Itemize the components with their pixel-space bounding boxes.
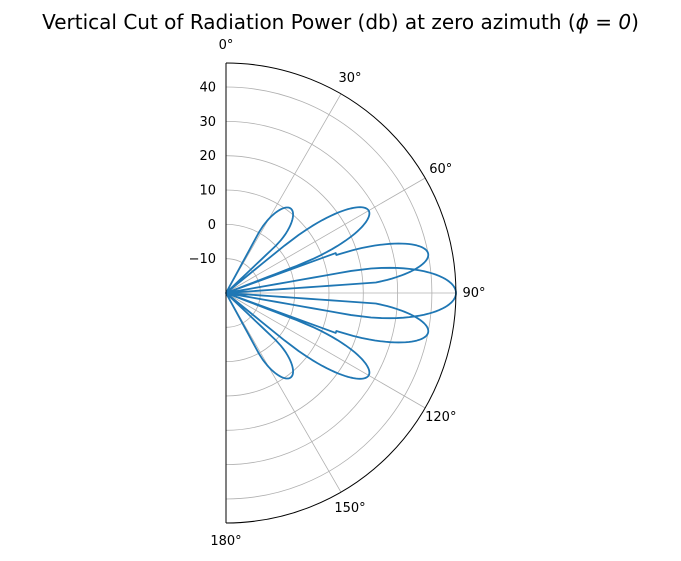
- theta-tick-label: 0°: [219, 38, 234, 53]
- theta-tick-label: 120°: [425, 410, 456, 425]
- theta-gridline: [225, 93, 342, 294]
- theta-tick-label: 60°: [429, 162, 452, 177]
- r-tick-label: 40: [199, 81, 216, 96]
- r-tick-label: −10: [189, 252, 216, 267]
- r-tick-label: 30: [199, 115, 216, 130]
- theta-tick-label: 30°: [338, 71, 361, 86]
- polar-frame: [225, 62, 457, 524]
- chart-title-text: Vertical Cut of Radiation Power (db) at …: [42, 10, 576, 34]
- chart-title-close: ): [631, 10, 639, 34]
- theta-gridline: [225, 177, 426, 294]
- theta-tick-label: 180°: [210, 534, 241, 549]
- theta-tick-label: 150°: [334, 501, 365, 516]
- r-tick-label: 10: [199, 184, 216, 199]
- polar-grid: [225, 86, 456, 500]
- tick-labels: 0° 30° 60° 90° 120° 150° 180° −10 0 10 20 30 40: [189, 38, 486, 549]
- r-tick-label: 0: [208, 218, 216, 233]
- theta-gridline: [225, 292, 426, 409]
- chart-title: Vertical Cut of Radiation Power (db) at …: [42, 10, 639, 34]
- r-tick-label: 20: [199, 149, 216, 164]
- outer-arc: [225, 62, 457, 524]
- theta-tick-label: 90°: [462, 286, 485, 301]
- theta-gridline: [225, 292, 342, 493]
- chart-title-math: ϕ = 0: [576, 10, 631, 34]
